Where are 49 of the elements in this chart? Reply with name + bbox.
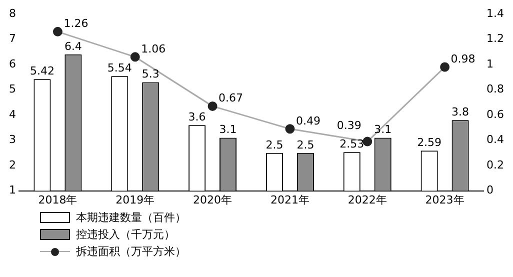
y2-tick-label: 1.4: [486, 6, 504, 20]
y2-tick-label: 1: [486, 57, 494, 70]
data-label: 2.59: [417, 136, 442, 149]
data-label: 3.6: [188, 110, 206, 124]
y-tick-label: 2: [9, 158, 16, 172]
y-tick-label: 4: [9, 108, 16, 121]
x-tick-label: 2022年: [348, 193, 387, 206]
y-tick-label: 8: [9, 6, 16, 20]
series-label: 本期违建数量（百件）: [76, 210, 186, 225]
data-label: 0.98: [450, 52, 476, 66]
y-tick-label: 1: [9, 184, 16, 197]
data-label: 2.5: [266, 138, 284, 152]
data-label: 2.53: [340, 138, 364, 151]
x-tick-label: 2020年: [193, 193, 232, 206]
data-label: 2.5: [296, 138, 314, 152]
point: [362, 136, 372, 146]
data-label: 1.06: [141, 42, 166, 56]
y2-tick-label: 1.2: [486, 32, 504, 46]
data-label: 3.1: [219, 123, 237, 136]
legend-label: 拆违面积（万平方米）: [76, 244, 186, 259]
y2-tick-label: 0: [486, 184, 494, 197]
data-label: 5.3: [142, 68, 160, 81]
data-label: 0.49: [296, 114, 320, 128]
data-label: 0.67: [218, 92, 244, 105]
x-tick-label: 2023年: [425, 193, 464, 206]
y-tick-label: 7: [9, 32, 16, 46]
x-tick-label: 2021年: [270, 193, 310, 206]
point: [440, 62, 450, 72]
y-tick-label: 5: [9, 82, 16, 96]
y2-tick-label: 0.6: [486, 108, 504, 121]
data-label: 5.42: [30, 64, 54, 78]
data-label: 1.26: [64, 17, 88, 30]
y-tick-label: 3: [9, 133, 16, 146]
x-tick-label: 2018年: [38, 193, 78, 206]
data-label: 3.1: [374, 123, 392, 136]
point: [208, 101, 218, 111]
point: [285, 124, 295, 134]
point: [52, 26, 62, 36]
point: [130, 52, 140, 62]
data-label: 0.39: [336, 118, 362, 132]
legend-label: 控违投入（千万元）: [76, 227, 175, 242]
data-label: 6.4: [64, 40, 82, 53]
y-tick-label: 6: [9, 57, 16, 70]
y2-tick-label: 0.4: [486, 133, 504, 146]
data-label: 3.8: [452, 105, 470, 118]
y2-tick-label: 0.2: [486, 158, 504, 172]
data-label: 5.54: [107, 61, 132, 74]
x-tick-label: 2019年: [116, 193, 155, 206]
y2-tick-label: 0.8: [486, 82, 504, 96]
